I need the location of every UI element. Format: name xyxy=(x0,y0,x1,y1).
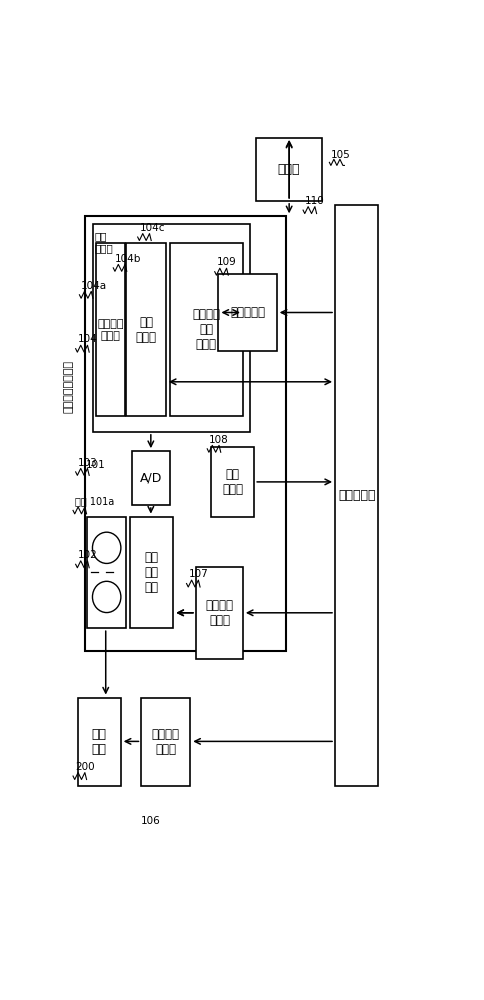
Text: 103: 103 xyxy=(77,458,97,468)
Bar xyxy=(96,243,124,416)
Text: 图像
拾取
元件: 图像 拾取 元件 xyxy=(145,551,158,594)
Text: 光源
单元: 光源 单元 xyxy=(91,728,106,756)
Text: 107: 107 xyxy=(188,569,208,579)
Bar xyxy=(141,698,190,786)
Text: 显示器: 显示器 xyxy=(277,163,300,176)
Text: 109: 109 xyxy=(216,257,236,267)
Text: 104a: 104a xyxy=(81,281,107,291)
Text: 图像拾取
控制器: 图像拾取 控制器 xyxy=(205,599,233,627)
Text: 102: 102 xyxy=(77,550,97,560)
Bar xyxy=(211,447,254,517)
Bar xyxy=(126,243,166,416)
Text: 系统控制器: 系统控制器 xyxy=(337,489,375,502)
Text: 照射光源
控制器: 照射光源 控制器 xyxy=(151,728,180,756)
Bar xyxy=(85,216,286,651)
Text: 200: 200 xyxy=(75,762,94,772)
Ellipse shape xyxy=(92,581,121,613)
Text: A/D: A/D xyxy=(139,472,162,485)
Bar xyxy=(334,205,378,786)
Text: 信息
输入部: 信息 输入部 xyxy=(222,468,242,496)
Text: 图像
处理器: 图像 处理器 xyxy=(94,232,113,253)
Text: 光圈 101a: 光圈 101a xyxy=(75,496,114,506)
Bar xyxy=(196,567,242,659)
Text: 波长
设置部: 波长 设置部 xyxy=(136,316,156,344)
Text: 108: 108 xyxy=(209,435,228,445)
Text: 104c: 104c xyxy=(139,223,165,233)
Bar xyxy=(87,517,126,628)
Bar xyxy=(92,224,250,432)
Text: 101: 101 xyxy=(86,460,106,470)
Bar xyxy=(77,698,121,786)
Text: 105: 105 xyxy=(331,150,350,160)
Text: 106: 106 xyxy=(141,816,160,826)
Bar xyxy=(218,274,276,351)
Text: 104: 104 xyxy=(77,334,97,344)
Text: 表面法线
信息
获得部: 表面法线 信息 获得部 xyxy=(192,308,220,351)
Text: 104b: 104b xyxy=(115,254,141,264)
Text: 110: 110 xyxy=(304,196,324,206)
Ellipse shape xyxy=(92,532,121,563)
Bar xyxy=(256,138,321,201)
Bar xyxy=(130,517,173,628)
Text: 图像拾取光学系统: 图像拾取光学系统 xyxy=(64,360,74,413)
Bar xyxy=(169,243,242,416)
Bar xyxy=(132,451,169,505)
Text: 图像存储器: 图像存储器 xyxy=(229,306,265,319)
Text: 亮度信息
获得部: 亮度信息 获得部 xyxy=(97,319,123,341)
